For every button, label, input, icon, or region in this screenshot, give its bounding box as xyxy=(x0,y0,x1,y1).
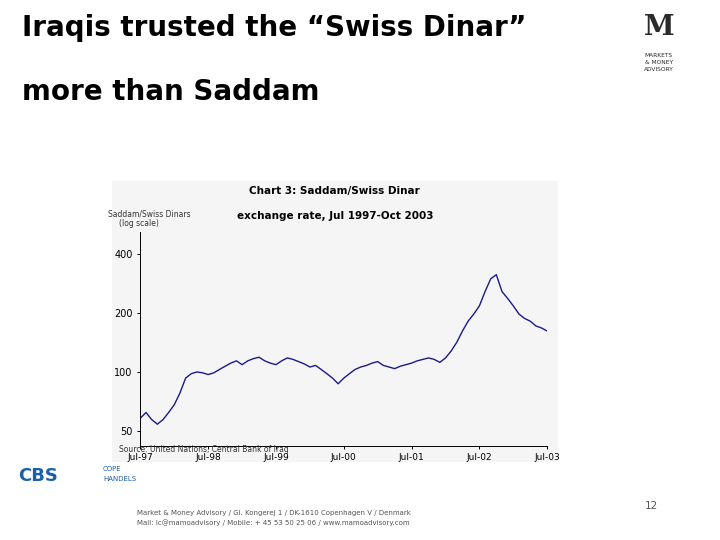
Text: Saddam/Swiss Dinars: Saddam/Swiss Dinars xyxy=(108,210,191,219)
Text: Iraqis trusted the “Swiss Dinar”: Iraqis trusted the “Swiss Dinar” xyxy=(22,14,526,42)
Text: CBS: CBS xyxy=(18,467,58,485)
Text: 12: 12 xyxy=(665,515,685,529)
Text: MARKETS
& MONEY
ADVISORY: MARKETS & MONEY ADVISORY xyxy=(644,53,674,72)
Text: Mail: lc@mamoadvisory / Mobile: + 45 53 50 25 06 / www.mamoadvisory.com: Mail: lc@mamoadvisory / Mobile: + 45 53 … xyxy=(138,519,410,526)
Text: HANDELS: HANDELS xyxy=(103,476,136,482)
Text: exchange rate, Jul 1997-Oct 2003: exchange rate, Jul 1997-Oct 2003 xyxy=(237,211,433,221)
Text: Chart 3: Saddam/Swiss Dinar: Chart 3: Saddam/Swiss Dinar xyxy=(249,186,420,197)
Text: Market & Money Advisory / Gl. Kongerej 1 / DK-1610 Copenhagen V / Denmark: Market & Money Advisory / Gl. Kongerej 1… xyxy=(137,510,410,516)
Text: Source: United Nations, Central Bank of Iraq: Source: United Nations, Central Bank of … xyxy=(119,446,289,454)
Text: COPE: COPE xyxy=(103,466,122,472)
Text: 12: 12 xyxy=(645,501,658,511)
Text: M: M xyxy=(644,14,674,41)
Text: more than Saddam: more than Saddam xyxy=(22,78,319,106)
Text: (log scale): (log scale) xyxy=(119,219,158,228)
